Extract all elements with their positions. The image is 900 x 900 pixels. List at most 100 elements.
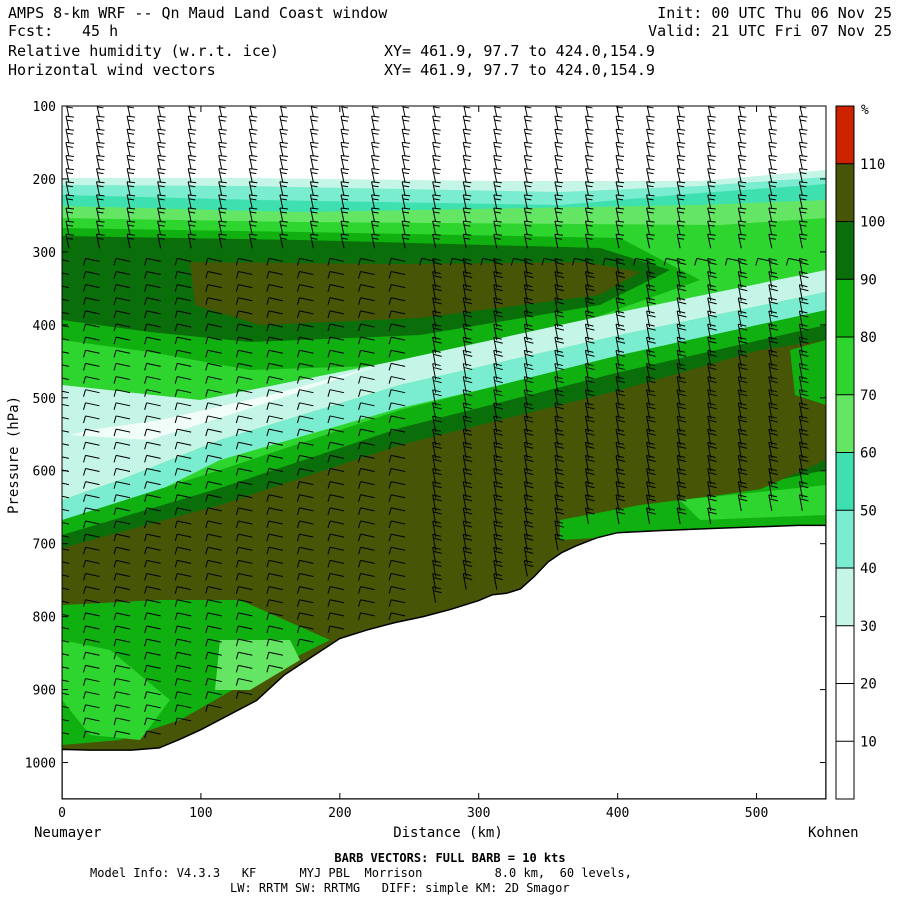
wind-barb-flag bbox=[144, 323, 148, 332]
wind-barb-flag bbox=[769, 419, 778, 423]
wind-barb-shaft bbox=[187, 142, 192, 157]
wind-barb-flag bbox=[524, 520, 533, 524]
wind-barb-shaft bbox=[268, 546, 283, 551]
wind-barb-flag bbox=[525, 393, 534, 397]
wind-barb-flag bbox=[708, 445, 717, 449]
wind-barb-shaft bbox=[299, 428, 314, 433]
wind-barb-flag bbox=[127, 181, 136, 184]
wind-barb-flag bbox=[678, 145, 685, 148]
wind-barb-flag bbox=[616, 237, 624, 240]
wind-barb-shaft bbox=[62, 666, 70, 669]
wind-barb-shaft bbox=[329, 297, 345, 302]
wind-barb-flag bbox=[358, 310, 362, 319]
wind-barb-flag bbox=[157, 207, 166, 210]
wind-barb-flag bbox=[464, 419, 473, 423]
wind-barb-shaft bbox=[309, 221, 314, 236]
wind-barb-shaft bbox=[737, 181, 742, 196]
wind-barb-shaft bbox=[279, 155, 284, 170]
wind-barb-flag bbox=[53, 495, 55, 502]
wind-barb-flag bbox=[463, 468, 472, 472]
wind-barb-shaft bbox=[768, 207, 773, 223]
wind-barb-shaft bbox=[798, 155, 803, 170]
colorbar-segment bbox=[836, 279, 854, 337]
wind-barb-flag bbox=[768, 389, 777, 393]
wind-barb-flag bbox=[205, 402, 209, 410]
wind-barb-flag bbox=[371, 115, 380, 118]
wind-barb-flag bbox=[371, 168, 380, 171]
wind-barb-flag bbox=[463, 481, 472, 485]
wind-barb-flag bbox=[144, 442, 148, 450]
wind-barb-flag bbox=[707, 181, 716, 184]
wind-barb-shaft bbox=[391, 376, 406, 381]
wind-barb-flag bbox=[525, 340, 534, 344]
wind-barb-shaft bbox=[329, 494, 345, 499]
wind-barb-flag bbox=[677, 310, 686, 314]
wind-barb-flag bbox=[280, 198, 287, 201]
wind-barb-shaft bbox=[299, 441, 314, 446]
wind-barb-flag bbox=[615, 168, 625, 171]
wind-barb-flag bbox=[371, 233, 380, 236]
wind-barb-flag bbox=[525, 537, 534, 541]
wind-barb-flag bbox=[205, 455, 209, 463]
wind-barb-flag bbox=[707, 323, 716, 327]
wind-barb-flag bbox=[525, 106, 532, 109]
wind-barb-flag bbox=[738, 310, 747, 314]
wind-barb-flag bbox=[280, 106, 287, 109]
wind-barb-flag bbox=[647, 406, 656, 410]
wind-barb-flag bbox=[97, 237, 104, 240]
wind-barb-flag bbox=[616, 485, 626, 489]
wind-barb-flag bbox=[205, 415, 209, 424]
wind-barb-flag bbox=[647, 288, 656, 292]
wind-barb-flag bbox=[554, 233, 563, 236]
wind-barb-flag bbox=[83, 310, 86, 319]
wind-barb-flag bbox=[647, 106, 654, 109]
wind-barb-flag bbox=[174, 310, 178, 319]
wind-barb-flag bbox=[525, 198, 532, 201]
wind-barb-flag bbox=[433, 314, 442, 318]
wind-barb-flag bbox=[707, 402, 716, 406]
wind-barb-flag bbox=[127, 198, 135, 201]
wind-barb-flag bbox=[66, 198, 74, 201]
wind-barb-shaft bbox=[524, 106, 528, 118]
wind-barb-flag bbox=[341, 224, 349, 227]
wind-barb-shaft bbox=[279, 115, 284, 131]
wind-barb-shaft bbox=[329, 586, 345, 591]
wind-barb-shaft bbox=[676, 168, 681, 183]
wind-barb-flag bbox=[432, 389, 441, 393]
wind-barb-flag bbox=[311, 106, 318, 109]
wind-barb-flag bbox=[372, 145, 379, 148]
wind-barb-flag bbox=[403, 224, 410, 227]
wind-barb-flag bbox=[525, 119, 532, 122]
wind-barb-flag bbox=[463, 207, 472, 210]
wind-barb-shaft bbox=[391, 546, 406, 551]
y-tick-label: 200 bbox=[33, 173, 56, 188]
wind-barb-shaft bbox=[432, 106, 437, 118]
wind-barb-flag bbox=[525, 550, 534, 554]
wind-barb-flag bbox=[65, 194, 75, 197]
wind-barb-shaft bbox=[554, 234, 559, 249]
wind-barb-flag bbox=[646, 402, 655, 406]
wind-barb-flag bbox=[800, 406, 809, 410]
wind-barb-flag bbox=[388, 468, 392, 476]
wind-barb-shaft bbox=[329, 481, 345, 486]
wind-barb-shaft bbox=[329, 402, 345, 407]
wind-barb-flag bbox=[494, 393, 503, 397]
wind-barb-flag bbox=[738, 233, 747, 236]
wind-barb-shaft bbox=[62, 259, 70, 262]
wind-barb-flag bbox=[554, 415, 564, 419]
wind-barb-flag bbox=[586, 198, 593, 201]
wind-barb-flag bbox=[144, 573, 148, 581]
wind-barb-shaft bbox=[115, 336, 131, 341]
wind-barb-flag bbox=[311, 132, 318, 135]
wind-barb-flag bbox=[433, 419, 442, 423]
wind-barb-flag bbox=[738, 428, 747, 432]
wind-barb-flag bbox=[96, 128, 105, 131]
physics-info: LW: RRTM SW: RRTMG DIFF: simple KM: 2D S… bbox=[230, 881, 570, 895]
wind-barb-flag bbox=[433, 537, 442, 541]
wind-barb-shaft bbox=[615, 194, 620, 209]
wind-barb-flag bbox=[678, 262, 687, 265]
wind-barb-shaft bbox=[268, 638, 283, 643]
wind-barb-shaft bbox=[96, 106, 100, 118]
wind-barb-flag bbox=[646, 297, 655, 301]
wind-barb-shaft bbox=[676, 115, 681, 131]
